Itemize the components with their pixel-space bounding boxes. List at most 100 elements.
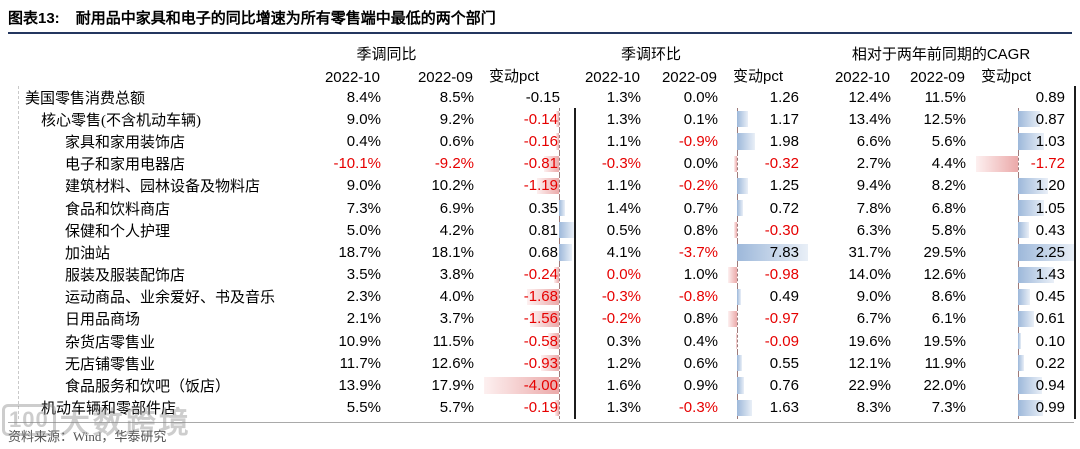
- value-cell: 8.3%: [856, 399, 891, 417]
- zero-axis-line: [558, 130, 560, 153]
- zero-axis-line: [736, 263, 738, 286]
- positive-data-bar: [1018, 355, 1024, 372]
- value-cell: -0.3%: [601, 288, 641, 306]
- row-label: 无店铺零售业: [65, 356, 156, 373]
- title-divider: [8, 32, 1072, 34]
- positive-data-bar: [1018, 377, 1042, 394]
- value-cell: 1.1%: [606, 132, 641, 150]
- value-cell: 5.5%: [346, 399, 381, 417]
- value-cell: 0.8%: [683, 221, 718, 239]
- zero-axis-line: [736, 307, 738, 331]
- change-bar-cell: -1.19: [484, 174, 576, 197]
- change-bar-cell: 1.17: [728, 108, 808, 131]
- value-cell: 12.6%: [431, 354, 474, 372]
- table-body: 美国零售消费总额 8.4% 8.5% -0.15 1.3% 0.0% 1.26 12.4% 11…: [18, 86, 1076, 419]
- negative-data-bar: [541, 355, 559, 372]
- value-cell: 9.2%: [439, 110, 474, 128]
- negative-data-bar: [728, 266, 737, 283]
- value-cell: 1.0%: [683, 266, 718, 284]
- zero-axis-line: [558, 396, 560, 419]
- value-cell: 4.1%: [606, 243, 641, 261]
- zero-axis-line: [558, 108, 560, 131]
- zero-axis-line: [736, 152, 738, 175]
- change-bar-cell: 1.25: [728, 174, 808, 197]
- value-cell: 7.3%: [931, 399, 966, 417]
- negative-data-bar: [536, 177, 559, 194]
- value-cell: -9.2%: [434, 155, 474, 173]
- row-label: 加油站: [65, 245, 111, 262]
- row-label: 食品和饮料商店: [65, 201, 171, 218]
- change-bar-cell: 1.26: [769, 88, 799, 106]
- change-bar-cell: -0.14: [484, 108, 576, 131]
- change-bar-cell: 7.83: [728, 241, 808, 264]
- value-cell: 12.1%: [848, 354, 891, 372]
- value-cell: 0.0%: [606, 266, 641, 284]
- change-bar-cell: 0.94: [976, 374, 1076, 397]
- value-cell: 19.6%: [848, 332, 891, 350]
- positive-data-bar: [1018, 222, 1030, 239]
- positive-data-bar: [736, 199, 744, 217]
- negative-data-bar: [547, 333, 559, 350]
- value-cell: 1.1%: [606, 177, 641, 195]
- value-cell: 0.4%: [683, 332, 718, 350]
- zero-axis-line: [736, 330, 738, 353]
- change-bar-cell: -4.00: [484, 374, 576, 397]
- positive-data-bar: [558, 244, 572, 261]
- header-spacer: [18, 64, 290, 86]
- positive-data-bar: [736, 288, 742, 305]
- negative-data-bar: [555, 399, 559, 416]
- change-bar-cell: -0.93: [484, 352, 576, 375]
- change-bar-cell: 1.63: [728, 396, 808, 419]
- negative-data-bar: [728, 310, 737, 328]
- change-bar-cell: -0.32: [728, 152, 808, 175]
- value-cell: 12.5%: [923, 110, 966, 128]
- zero-axis-line: [558, 330, 560, 353]
- column-header: 2022-09: [417, 69, 473, 86]
- value-cell: 13.4%: [848, 110, 891, 128]
- change-bar-cell: 0.55: [728, 352, 808, 375]
- positive-data-bar: [1018, 288, 1030, 305]
- negative-data-bar: [554, 266, 559, 283]
- negative-data-bar: [736, 333, 737, 350]
- change-bar-cell: 0.43: [976, 219, 1076, 242]
- value-cell: 10.2%: [431, 177, 474, 195]
- value-cell: 6.8%: [931, 199, 966, 217]
- negative-data-bar: [734, 222, 737, 239]
- column-header: 2022-09: [909, 69, 965, 86]
- change-bar-cell: 1.98: [728, 130, 808, 153]
- value-cell: 9.0%: [346, 110, 381, 128]
- table-header: 季调同比 季调环比 相对于两年前同期的CAGR 2022-10 2022-09 变动pct…: [18, 42, 1075, 86]
- value-cell: 2.7%: [856, 155, 891, 173]
- change-bar-cell: -1.56: [484, 307, 576, 331]
- positive-data-bar: [736, 399, 752, 416]
- positive-data-bar: [736, 377, 744, 394]
- value-cell: 3.5%: [346, 266, 381, 284]
- zero-axis-line: [558, 174, 560, 197]
- value-cell: 6.1%: [931, 310, 966, 328]
- value-cell: 0.5%: [606, 221, 641, 239]
- change-bar-cell: -0.81: [484, 152, 576, 175]
- value-cell: 18.1%: [431, 243, 474, 261]
- value-cell: 8.4%: [346, 88, 381, 106]
- value-cell: 5.8%: [931, 221, 966, 239]
- positive-data-bar: [1018, 244, 1074, 261]
- positive-data-bar: [1018, 199, 1045, 217]
- value-cell: 0.3%: [606, 332, 641, 350]
- negative-data-bar: [527, 288, 559, 305]
- change-bar-cell: 0.81: [484, 219, 576, 242]
- value-cell: 4.2%: [439, 221, 474, 239]
- value-cell: 8.5%: [439, 88, 474, 106]
- change-bar-cell: -0.30: [728, 219, 808, 242]
- row-label: 日用品商场: [65, 312, 141, 329]
- change-bar-cell: -0.16: [484, 130, 576, 153]
- value-cell: 6.7%: [856, 310, 891, 328]
- change-bar-cell: 0.10: [976, 330, 1076, 353]
- value-cell: -0.3%: [601, 155, 641, 173]
- value-cell: 22.0%: [923, 377, 966, 395]
- value-cell: 0.8%: [683, 310, 718, 328]
- change-bar-cell: 0.76: [728, 374, 808, 397]
- footer-divider: [8, 422, 1074, 423]
- value-cell: -0.8%: [678, 288, 718, 306]
- row-label: 服装及服装配饰店: [65, 268, 186, 285]
- positive-data-bar: [1018, 133, 1044, 150]
